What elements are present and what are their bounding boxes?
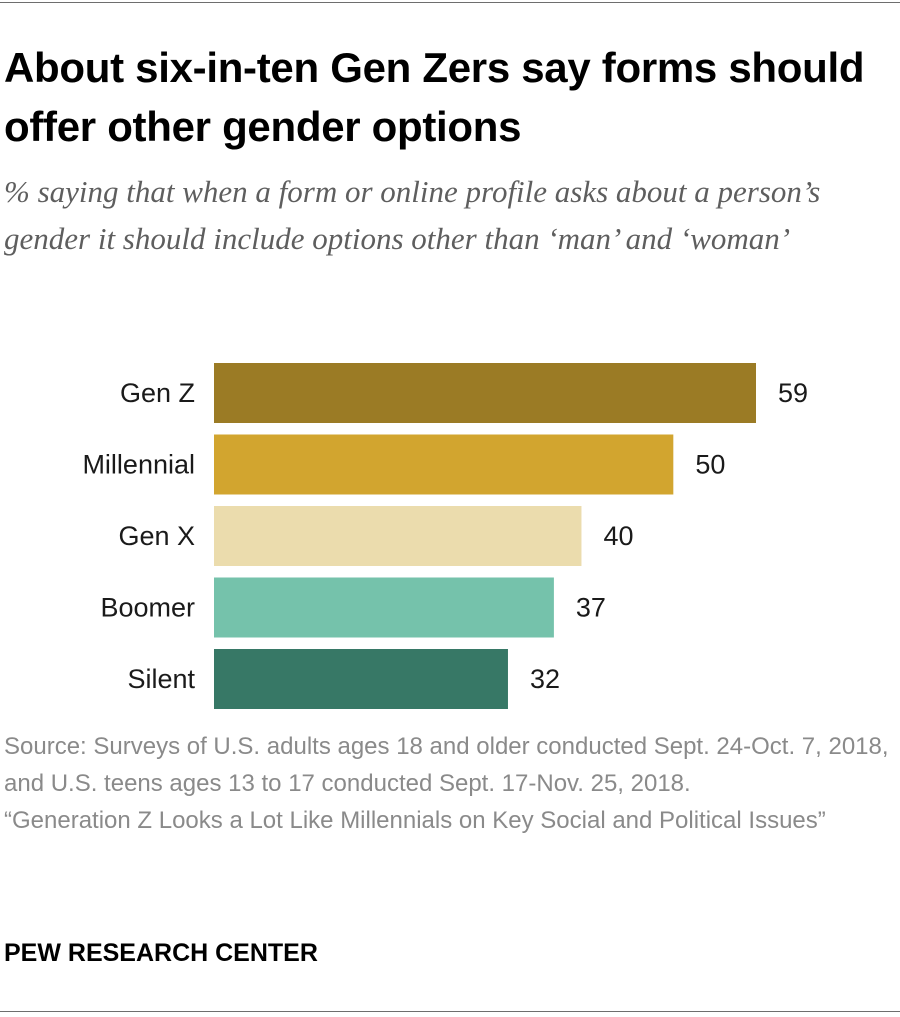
bar-chart-svg: Gen Z 59 Millennial 50 Gen X 40 Boomer 37 Silent… [82, 363, 808, 709]
bottom-rule [0, 1011, 900, 1012]
category-label-gen-z: Gen Z [120, 378, 195, 408]
bar-chart: Gen Z 59 Millennial 50 Gen X 40 Boomer 37 Silent… [0, 350, 900, 725]
value-label-millennial: 50 [695, 450, 725, 480]
bar-gen-x [214, 506, 582, 566]
chart-subtitle: % saying that when a form or online prof… [4, 174, 821, 256]
category-label-boomer: Boomer [100, 593, 195, 623]
bar-gen-z [214, 363, 756, 423]
bar-boomer [214, 577, 554, 638]
pew-credit: PEW RESEARCH CENTER [4, 939, 318, 967]
report-title: “Generation Z Looks a Lot Like Millennia… [4, 807, 826, 834]
bar-millennial [214, 434, 674, 495]
value-label-gen-x: 40 [603, 521, 633, 551]
value-label-silent: 32 [530, 664, 560, 694]
value-label-gen-z: 59 [778, 378, 808, 408]
source-note: Source: Surveys of U.S. adults ages 18 a… [4, 728, 894, 839]
source-text: Source: Surveys of U.S. adults ages 18 a… [4, 733, 889, 797]
chart-title: About six-in-ten Gen Zers say forms shou… [4, 44, 865, 150]
category-label-silent: Silent [127, 664, 195, 694]
bar-silent [214, 649, 508, 709]
category-label-gen-x: Gen X [118, 521, 195, 551]
category-label-millennial: Millennial [82, 450, 195, 480]
top-rule [0, 2, 900, 3]
value-label-boomer: 37 [576, 593, 606, 623]
